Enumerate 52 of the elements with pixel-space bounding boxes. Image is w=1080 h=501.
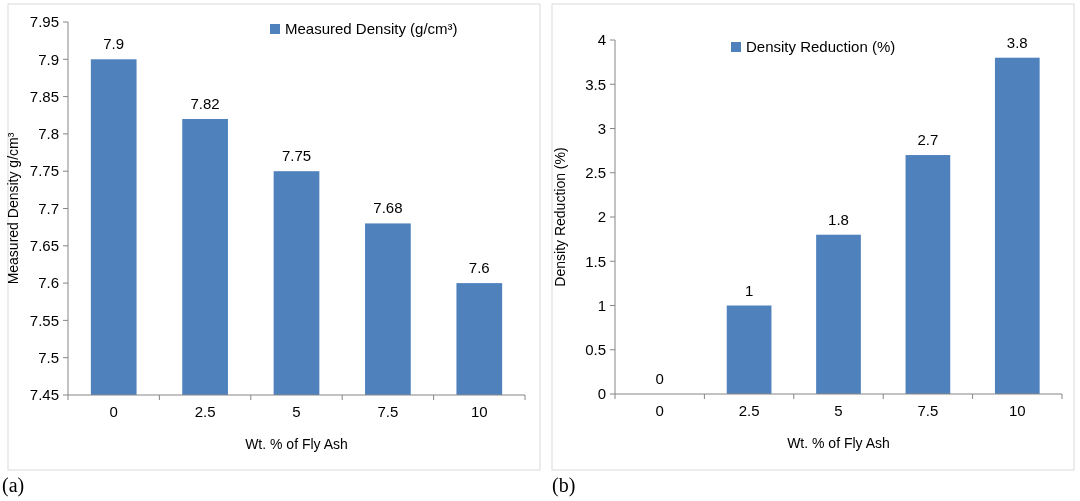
y-axis-title: Measured Density g/cm³ (5, 132, 21, 285)
data-label: 7.9 (103, 35, 125, 53)
legend-label: Measured Density (g/cm³) (285, 20, 458, 38)
data-label: 7.68 (373, 199, 403, 217)
y-tick-label: 7.55 (29, 311, 59, 329)
y-tick-label: 7.7 (38, 199, 59, 217)
bar (905, 155, 951, 394)
x-tick-label: 10 (470, 403, 488, 420)
y-tick-label: 7.85 (29, 87, 59, 105)
y-tick-label: 3.5 (585, 75, 606, 93)
x-tick-label: 2.5 (194, 403, 216, 420)
bar (726, 305, 772, 394)
y-axis-title: Density Reduction (%) (552, 147, 568, 287)
data-label: 0 (655, 370, 664, 387)
x-tick-label: 10 (1008, 402, 1026, 419)
x-axis-title: Wt. % of Fly Ash (245, 436, 348, 452)
y-tick-label: 2.5 (585, 164, 606, 181)
y-tick-label: 7.75 (29, 162, 59, 180)
y-tick-label: 7.45 (29, 386, 59, 404)
data-label: 7.6 (468, 259, 490, 277)
y-tick-label: 7.95 (29, 13, 59, 31)
data-label: 7.75 (281, 147, 312, 165)
x-tick-label: 0 (109, 403, 118, 420)
y-tick-label: 7.8 (38, 125, 59, 143)
text: (a) (2, 474, 25, 497)
y-tick-label: 7.6 (38, 274, 59, 292)
data-label: 1 (744, 281, 754, 299)
x-tick-label: 7.5 (917, 402, 939, 419)
data-label: 2.7 (917, 131, 939, 149)
bar (994, 57, 1040, 394)
y-tick-label: 1 (597, 296, 606, 314)
x-tick-label: 5 (292, 403, 301, 420)
x-tick-label: 7.5 (377, 403, 399, 420)
data-label: 3.8 (1006, 33, 1028, 51)
x-tick-label: 2.5 (738, 402, 760, 419)
y-tick-label: 0 (597, 385, 606, 403)
y-tick-label: 3 (597, 119, 606, 137)
y-tick-label: 1.5 (585, 252, 606, 270)
data-label: 7.82 (190, 94, 220, 112)
y-tick-label: 7.65 (29, 237, 59, 255)
data-label: 1.8 (828, 210, 849, 228)
y-tick-label: 7.9 (38, 50, 59, 68)
x-tick-label: 0 (655, 402, 664, 419)
legend-label: Density Reduction (%) (746, 38, 896, 56)
text: (b) (552, 474, 576, 497)
y-tick-label: 2 (597, 208, 606, 226)
y-tick-label: 0.5 (585, 341, 606, 358)
y-tick-label: 7.5 (38, 348, 59, 366)
bar (816, 234, 861, 394)
x-axis-title: Wt. % of Fly Ash (787, 435, 890, 451)
x-tick-label: 5 (834, 402, 843, 419)
y-tick-label: 4 (597, 31, 606, 49)
